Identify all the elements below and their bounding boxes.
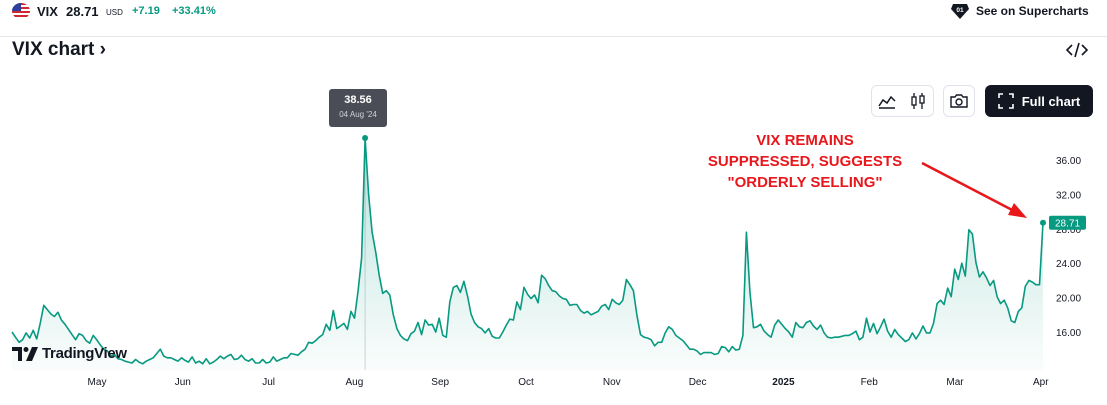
svg-text:01: 01 <box>956 7 964 14</box>
y-tick-label: 32.00 <box>1056 190 1081 201</box>
y-tick-label: 28.00 <box>1056 225 1081 236</box>
y-tick-label: 36.00 <box>1056 156 1081 167</box>
x-tick-label: Oct <box>518 377 534 388</box>
us-flag-icon <box>12 3 30 19</box>
x-tick-label: Aug <box>346 377 364 388</box>
chart-title-link[interactable]: VIX chart › <box>12 39 106 60</box>
full-chart-button[interactable]: Full chart <box>985 85 1093 117</box>
header-divider <box>0 36 1107 37</box>
last-value-badge <box>1049 215 1086 230</box>
embed-code-button[interactable] <box>1065 40 1089 60</box>
symbol-name: VIX <box>37 4 58 19</box>
ticker-header: VIX 28.71 USD +7.19 +33.41% 01 See on Su… <box>0 0 1107 22</box>
series-area-fill <box>12 138 1043 370</box>
see-on-supercharts-link[interactable]: 01 See on Supercharts <box>950 2 1089 20</box>
annotation-arrow-head <box>1008 203 1027 218</box>
area-style-button[interactable] <box>872 86 903 116</box>
tradingview-logo-icon <box>12 346 38 361</box>
y-tick-label: 24.00 <box>1056 259 1081 270</box>
tradingview-logo-text: TradingView <box>42 345 127 362</box>
supercharts-label: See on Supercharts <box>976 4 1089 18</box>
last-point <box>1040 219 1046 226</box>
series-line <box>11 137 1044 365</box>
candlestick-icon <box>911 93 925 109</box>
chart-style-toggle <box>871 85 934 117</box>
supercharts-icon: 01 <box>951 4 969 19</box>
candles-style-button[interactable] <box>903 86 934 116</box>
last-price: 28.71 <box>66 4 99 19</box>
x-tick-label: May <box>88 377 107 388</box>
x-tick-label: Dec <box>689 377 707 388</box>
tooltip-date: 04 Aug '24 <box>339 110 377 119</box>
x-tick-label: Jun <box>175 377 191 388</box>
area-chart-icon <box>878 95 896 109</box>
x-tick-label: Feb <box>861 377 879 388</box>
x-tick-label: Nov <box>603 377 621 388</box>
price-change-percent: +33.41% <box>172 5 216 17</box>
code-icon <box>1065 42 1089 58</box>
x-tick-label: Sep <box>431 377 449 388</box>
y-tick-label: 16.00 <box>1056 328 1081 339</box>
snapshot-button[interactable] <box>943 85 975 117</box>
annotation-arrow-shaft <box>921 161 1017 214</box>
x-tick-label: 2025 <box>772 377 795 388</box>
red-annotation: VIX REMAINS SUPPRESSED, SUGGESTS "ORDERL… <box>700 130 910 193</box>
camera-icon <box>950 94 968 108</box>
y-tick-label: 20.00 <box>1056 294 1081 305</box>
currency-label: USD <box>106 8 123 17</box>
x-tick-label: Jul <box>262 377 275 388</box>
peak-tooltip: 38.56 04 Aug '24 <box>329 89 387 127</box>
annotation-line-1: VIX REMAINS <box>756 132 854 149</box>
tooltip-value: 38.56 <box>344 94 372 106</box>
peak-point <box>362 134 369 141</box>
annotation-line-3: "ORDERLY SELLING" <box>727 174 883 191</box>
price-change: +7.19 <box>132 5 160 17</box>
expand-icon <box>997 93 1014 109</box>
full-chart-label: Full chart <box>1021 93 1081 109</box>
x-tick-label: Apr <box>1033 377 1049 388</box>
last-value-label: 28.71 <box>1055 219 1080 230</box>
x-tick-label: Mar <box>946 377 964 388</box>
annotation-line-2: SUPPRESSED, SUGGESTS <box>707 153 903 170</box>
tradingview-logo: TradingView <box>12 345 127 362</box>
